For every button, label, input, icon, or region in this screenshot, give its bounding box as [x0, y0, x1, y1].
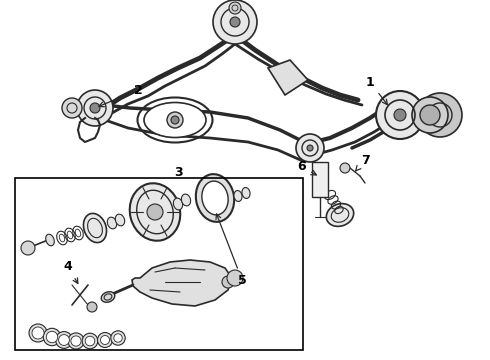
Circle shape [87, 302, 97, 312]
Text: 5: 5 [216, 214, 246, 287]
Circle shape [114, 334, 122, 342]
Circle shape [147, 204, 163, 220]
Circle shape [340, 163, 350, 173]
Circle shape [55, 332, 73, 348]
Circle shape [167, 112, 183, 128]
Text: 3: 3 [173, 166, 182, 179]
Circle shape [90, 103, 100, 113]
Text: 1: 1 [366, 76, 388, 105]
Circle shape [222, 276, 234, 288]
Text: 4: 4 [64, 261, 78, 283]
Circle shape [296, 134, 324, 162]
Circle shape [29, 324, 47, 342]
Circle shape [394, 109, 406, 121]
Ellipse shape [242, 188, 250, 198]
Circle shape [230, 17, 240, 27]
Circle shape [111, 331, 125, 345]
Ellipse shape [101, 292, 115, 302]
Circle shape [71, 336, 81, 346]
Ellipse shape [130, 183, 180, 241]
Ellipse shape [326, 204, 354, 226]
Text: 7: 7 [356, 153, 369, 171]
Bar [15, 178, 303, 350]
Text: 2: 2 [99, 84, 143, 107]
Ellipse shape [107, 217, 117, 229]
Ellipse shape [234, 190, 242, 202]
Circle shape [412, 97, 448, 133]
Circle shape [85, 336, 95, 346]
Ellipse shape [115, 214, 124, 226]
Circle shape [68, 333, 84, 349]
Circle shape [229, 2, 241, 14]
Polygon shape [268, 60, 308, 95]
Circle shape [21, 241, 35, 255]
Circle shape [418, 93, 462, 137]
Ellipse shape [202, 181, 228, 215]
Circle shape [227, 270, 243, 286]
Circle shape [307, 145, 313, 151]
Ellipse shape [196, 174, 234, 222]
Ellipse shape [173, 198, 183, 210]
Circle shape [59, 334, 70, 345]
Ellipse shape [46, 234, 54, 246]
Circle shape [420, 105, 440, 125]
Circle shape [43, 328, 61, 346]
Circle shape [46, 331, 58, 343]
Polygon shape [132, 260, 232, 306]
Text: 6: 6 [298, 161, 317, 175]
Circle shape [376, 91, 424, 139]
Circle shape [77, 90, 113, 126]
Ellipse shape [83, 213, 106, 243]
Bar [312, 162, 328, 197]
Ellipse shape [144, 103, 206, 138]
Circle shape [32, 327, 44, 339]
Ellipse shape [138, 98, 213, 143]
Circle shape [171, 116, 179, 124]
Circle shape [100, 336, 109, 345]
Circle shape [82, 333, 98, 349]
Ellipse shape [181, 194, 191, 206]
Circle shape [62, 98, 82, 118]
Circle shape [98, 333, 113, 347]
Circle shape [213, 0, 257, 44]
